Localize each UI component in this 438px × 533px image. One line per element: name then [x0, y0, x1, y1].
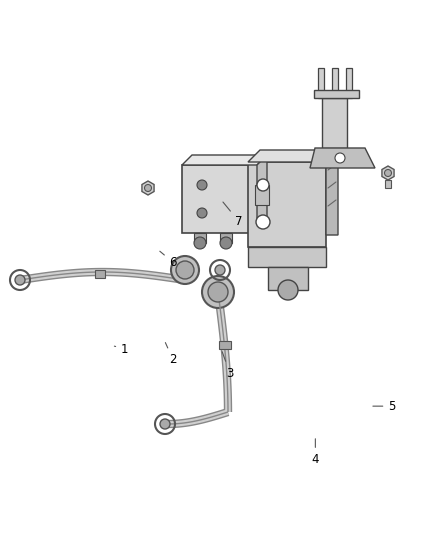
Polygon shape	[142, 181, 154, 195]
Bar	[248, 247, 326, 267]
Circle shape	[197, 208, 207, 218]
Bar	[248, 162, 326, 247]
Circle shape	[256, 215, 270, 229]
Bar	[318, 68, 324, 98]
Circle shape	[202, 276, 234, 308]
Bar	[220, 233, 232, 243]
Circle shape	[215, 265, 225, 275]
Bar	[385, 180, 391, 188]
Polygon shape	[310, 148, 375, 168]
Polygon shape	[268, 267, 308, 290]
Circle shape	[15, 275, 25, 285]
Circle shape	[278, 280, 298, 300]
Polygon shape	[182, 155, 267, 165]
Bar	[182, 165, 257, 233]
Bar	[322, 98, 347, 148]
Circle shape	[160, 419, 170, 429]
Bar	[314, 90, 359, 98]
Bar	[219, 341, 231, 349]
Circle shape	[176, 261, 194, 279]
Text: 5: 5	[373, 400, 396, 413]
Text: 4: 4	[311, 439, 319, 466]
Circle shape	[194, 237, 206, 249]
Circle shape	[220, 237, 232, 249]
Bar	[255, 185, 269, 205]
Circle shape	[197, 180, 207, 190]
Polygon shape	[382, 166, 394, 180]
Text: 2: 2	[166, 343, 177, 366]
Text: 6: 6	[160, 251, 177, 269]
Circle shape	[335, 153, 345, 163]
Text: 7: 7	[223, 202, 243, 228]
Polygon shape	[248, 150, 338, 162]
Circle shape	[145, 184, 152, 191]
Bar	[346, 68, 352, 98]
Bar	[194, 233, 206, 243]
Polygon shape	[326, 150, 338, 235]
Polygon shape	[257, 155, 267, 223]
Circle shape	[171, 256, 199, 284]
Bar	[332, 68, 338, 98]
Circle shape	[257, 179, 269, 191]
Text: 1: 1	[114, 343, 129, 356]
Bar	[95, 270, 105, 278]
Circle shape	[385, 169, 392, 176]
Circle shape	[208, 282, 228, 302]
Text: 3: 3	[222, 352, 233, 379]
